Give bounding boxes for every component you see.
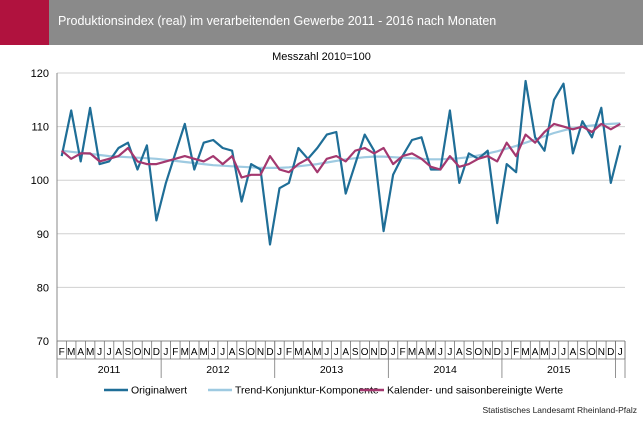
month-label: M — [181, 347, 189, 358]
series-line-0 — [60, 79, 622, 246]
chart-subtitle: Messzahl 2010=100 — [272, 51, 371, 63]
month-label: J — [107, 347, 112, 358]
month-label: F — [513, 347, 519, 358]
page-title: Produktionsindex (real) im verarbeitende… — [58, 14, 497, 28]
month-label: O — [134, 347, 142, 358]
y-tick-label: 110 — [31, 122, 49, 134]
month-label: D — [607, 347, 614, 358]
legend-label: Kalender- und saisonbereinigte Werte — [387, 385, 563, 397]
month-label: A — [418, 347, 425, 358]
month-label: S — [579, 347, 586, 358]
year-label: 2012 — [206, 364, 230, 376]
month-label: F — [172, 347, 178, 358]
month-label: A — [115, 347, 122, 358]
header-accent — [0, 0, 49, 45]
month-label: D — [153, 347, 160, 358]
month-label: M — [86, 347, 94, 358]
month-label: M — [408, 347, 416, 358]
series-line-2 — [60, 122, 621, 179]
month-label: D — [380, 347, 387, 358]
month-label: S — [125, 347, 132, 358]
month-label: J — [334, 347, 339, 358]
month-label: A — [191, 347, 198, 358]
month-label: J — [324, 347, 329, 358]
month-label: F — [286, 347, 292, 358]
y-tick-label: 90 — [37, 229, 49, 241]
month-label: F — [59, 347, 65, 358]
legend-label: Originalwert — [131, 385, 187, 397]
month-label: D — [266, 347, 273, 358]
year-label: 2014 — [433, 364, 457, 376]
month-label: J — [277, 347, 282, 358]
month-label: A — [229, 347, 236, 358]
month-label: M — [67, 347, 75, 358]
month-label: A — [532, 347, 539, 358]
month-label: A — [570, 347, 577, 358]
y-tick-label: 100 — [31, 175, 49, 187]
header-bar — [0, 0, 643, 45]
month-label: M — [200, 347, 208, 358]
source-note: Statistisches Landesamt Rheinland-Pfalz — [482, 405, 638, 415]
month-label: A — [456, 347, 463, 358]
year-label: 2011 — [98, 364, 121, 376]
month-label: J — [391, 347, 396, 358]
month-label: A — [342, 347, 349, 358]
month-label: N — [371, 347, 378, 358]
y-tick-label: 80 — [37, 282, 49, 294]
month-label: A — [77, 347, 84, 358]
month-label: J — [561, 347, 566, 358]
year-label: 2013 — [320, 364, 344, 376]
month-label: M — [540, 347, 548, 358]
month-label: J — [220, 347, 225, 358]
month-label: O — [474, 347, 482, 358]
month-label: N — [257, 347, 264, 358]
month-label: J — [552, 347, 557, 358]
month-label: M — [427, 347, 435, 358]
month-label: J — [97, 347, 102, 358]
month-label: O — [247, 347, 255, 358]
month-label: J — [504, 347, 509, 358]
month-label: S — [465, 347, 472, 358]
legend-label: Trend-Konjunktur-Komponente — [235, 385, 379, 397]
month-label: M — [313, 347, 321, 358]
month-label: S — [352, 347, 359, 358]
month-label: N — [143, 347, 150, 358]
month-label: F — [399, 347, 405, 358]
month-label: O — [361, 347, 369, 358]
month-label: M — [521, 347, 529, 358]
month-label: A — [305, 347, 312, 358]
y-tick-label: 70 — [37, 336, 49, 348]
y-tick-label: 120 — [31, 68, 49, 80]
month-label: M — [294, 347, 302, 358]
month-label: S — [238, 347, 245, 358]
month-label: J — [211, 347, 216, 358]
month-label: J — [163, 347, 168, 358]
month-label: N — [484, 347, 491, 358]
month-label: D — [494, 347, 501, 358]
month-label: J — [618, 347, 623, 358]
year-label: 2015 — [547, 364, 571, 376]
month-label: J — [447, 347, 452, 358]
month-label: J — [438, 347, 443, 358]
month-label: O — [588, 347, 596, 358]
month-label: N — [598, 347, 605, 358]
